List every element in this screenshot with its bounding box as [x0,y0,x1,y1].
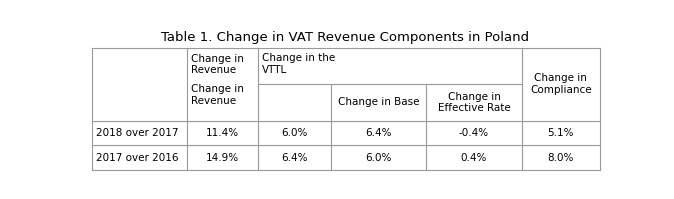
Text: Table 1. Change in VAT Revenue Components in Poland: Table 1. Change in VAT Revenue Component… [161,31,530,44]
Text: Change in
Effective Rate: Change in Effective Rate [437,92,510,113]
Text: Change in
Revenue: Change in Revenue [191,54,244,75]
Text: 2018 over 2017: 2018 over 2017 [96,128,179,138]
Text: 0.4%: 0.4% [461,153,487,163]
Text: Change in the
VTTL: Change in the VTTL [262,53,335,75]
Text: Change in
Compliance: Change in Compliance [530,73,592,95]
Text: 8.0%: 8.0% [548,153,574,163]
Text: 2017 over 2016: 2017 over 2016 [96,153,179,163]
Text: Change in
Revenue: Change in Revenue [191,84,244,106]
Text: -0.4%: -0.4% [459,128,489,138]
Text: 5.1%: 5.1% [548,128,574,138]
Text: 6.0%: 6.0% [365,153,392,163]
Text: 6.4%: 6.4% [281,153,308,163]
Text: Change in Base: Change in Base [338,97,420,107]
Text: 6.4%: 6.4% [365,128,392,138]
Text: 6.0%: 6.0% [281,128,308,138]
Text: 14.9%: 14.9% [206,153,239,163]
Text: 11.4%: 11.4% [206,128,239,138]
